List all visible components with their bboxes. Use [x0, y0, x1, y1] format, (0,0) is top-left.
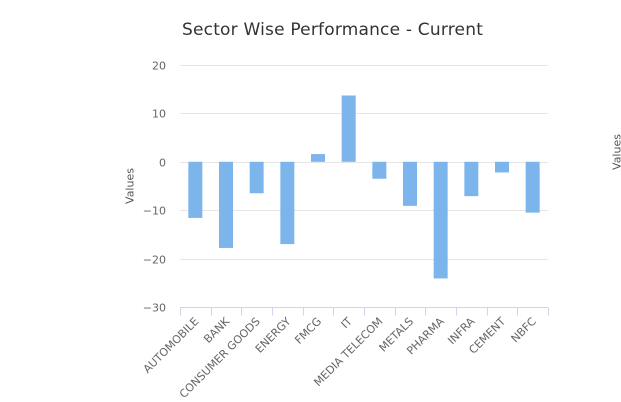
y-tick-label: 0 — [159, 157, 166, 170]
y-tick-label: −30 — [143, 302, 166, 315]
bar-nbfc[interactable] — [525, 161, 540, 213]
bar-fmcg[interactable] — [311, 154, 325, 162]
bar-cement[interactable] — [495, 161, 509, 173]
chart-title: Sector Wise Performance - Current — [182, 20, 484, 40]
bar-energy[interactable] — [280, 161, 295, 245]
x-tick-label: AUTOMOBILE — [141, 315, 202, 376]
bar-bank[interactable] — [219, 161, 233, 248]
bar-consumer-goods[interactable] — [249, 161, 264, 194]
bar-automobile[interactable] — [188, 161, 203, 218]
x-tick-label: IT — [339, 315, 355, 331]
bar-infra[interactable] — [464, 161, 479, 197]
bar-metals[interactable] — [403, 161, 417, 206]
y-tick-label: 10 — [152, 108, 166, 121]
y-tick-label: 20 — [152, 60, 166, 73]
bar-pharma[interactable] — [433, 161, 448, 279]
y-tick-label: −10 — [143, 205, 166, 218]
bar-media-telecom[interactable] — [372, 161, 387, 179]
x-tick-label: FMCG — [292, 315, 324, 347]
y-tick-label: −20 — [143, 254, 166, 267]
x-tick-label: NBFC — [509, 315, 539, 345]
bar-it[interactable] — [341, 95, 356, 162]
